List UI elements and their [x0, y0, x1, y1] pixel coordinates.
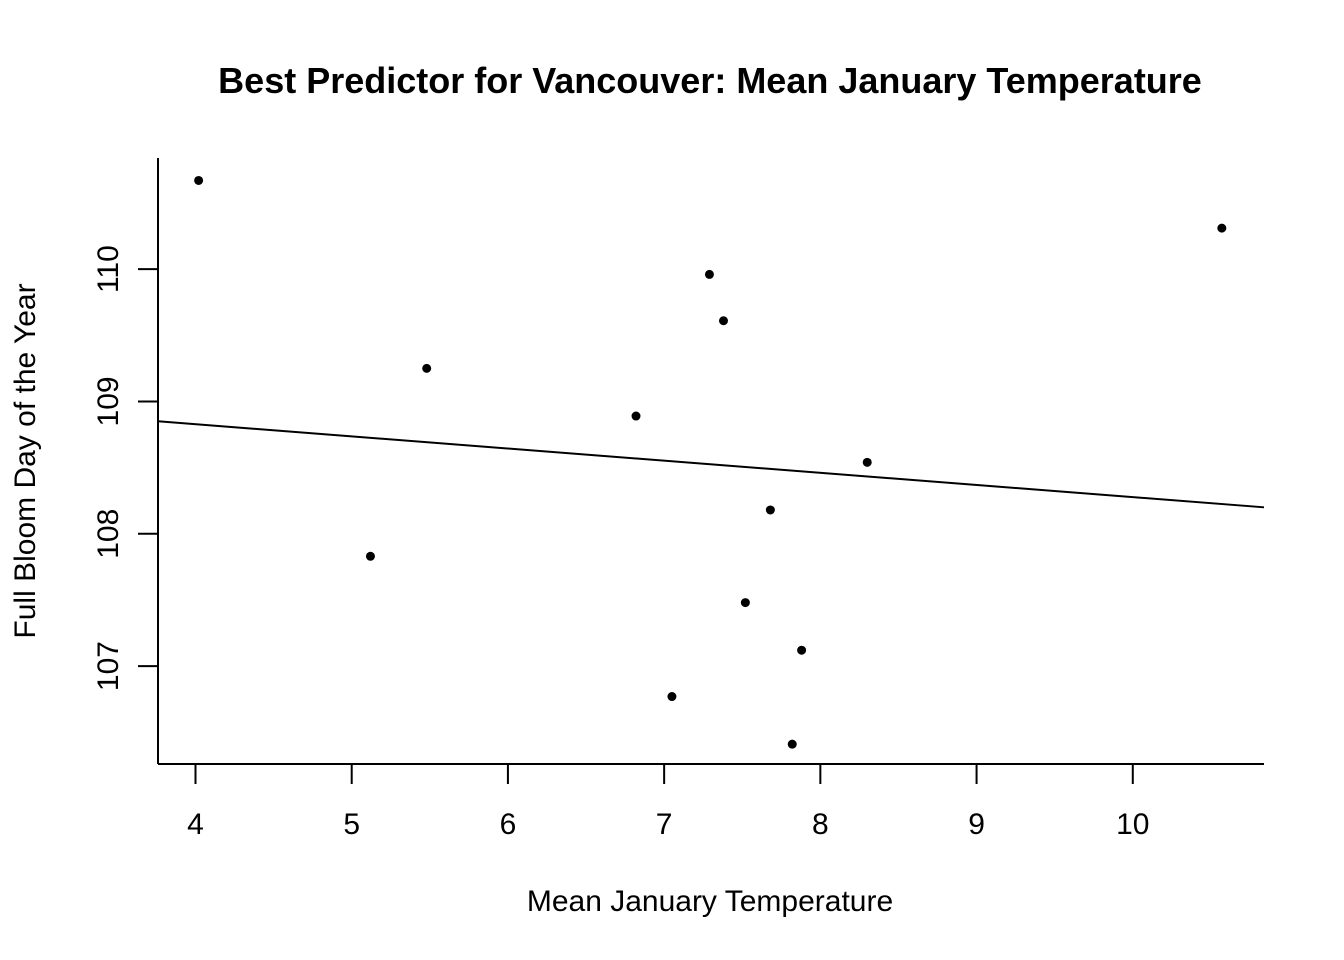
data-point-4 [718, 316, 728, 326]
x-axis-ticks: 4 5 6 7 8 9 10 [187, 764, 1149, 841]
data-point-1 [194, 175, 204, 185]
regression-line [157, 420, 1265, 509]
y-tick-label-110: 110 [92, 245, 125, 293]
data-point-7 [862, 457, 872, 467]
x-tick-label-6: 6 [500, 808, 517, 841]
data-point-2 [1217, 223, 1227, 233]
y-axis-ticks: 107 108 109 110 [92, 245, 158, 691]
data-points [194, 175, 1227, 749]
x-axis-label: Mean January Temperature [527, 885, 893, 918]
data-point-3 [704, 269, 714, 279]
data-point-12 [667, 692, 677, 702]
y-tick-label-108: 108 [92, 509, 125, 559]
data-point-6 [631, 411, 641, 421]
x-tick-label-4: 4 [187, 808, 204, 841]
data-point-9 [365, 551, 375, 561]
data-point-10 [740, 598, 750, 608]
data-point-8 [765, 505, 775, 515]
data-point-11 [797, 645, 807, 655]
y-tick-label-109: 109 [92, 376, 125, 426]
x-tick-label-9: 9 [968, 808, 985, 841]
data-point-5 [422, 363, 432, 373]
x-tick-label-8: 8 [812, 808, 829, 841]
data-point-13 [787, 739, 797, 749]
x-tick-label-7: 7 [656, 808, 673, 841]
x-tick-label-5: 5 [343, 808, 360, 841]
chart-title: Best Predictor for Vancouver: Mean Janua… [218, 60, 1202, 101]
y-tick-label-107: 107 [92, 641, 125, 691]
x-tick-label-10: 10 [1116, 808, 1149, 841]
y-axis-label: Full Bloom Day of the Year [9, 283, 42, 638]
